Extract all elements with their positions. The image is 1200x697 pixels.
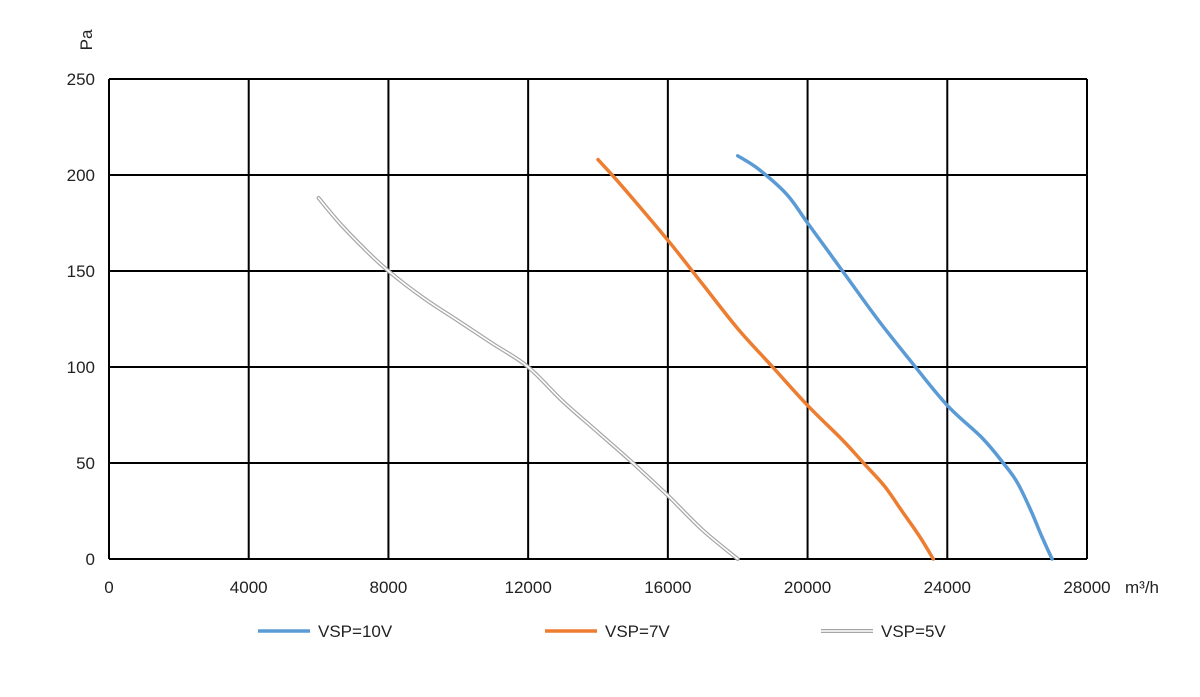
x-tick-label: 16000 <box>644 578 691 597</box>
legend: VSP=10V VSP=7V VSP=5V <box>258 622 946 641</box>
x-tick-label: 12000 <box>505 578 552 597</box>
y-tick-label: 50 <box>76 454 95 473</box>
grid-lines <box>109 79 1087 559</box>
x-axis-label: m³/h <box>1125 578 1159 597</box>
x-tick-label: 24000 <box>924 578 971 597</box>
legend-label: VSP=5V <box>881 622 946 641</box>
x-tick-label: 8000 <box>370 578 408 597</box>
y-tick-label: 100 <box>67 358 95 377</box>
y-tick-label: 250 <box>67 70 95 89</box>
x-tick-label: 4000 <box>230 578 268 597</box>
x-tick-label: 20000 <box>784 578 831 597</box>
legend-item-vsp-7v: VSP=7V <box>545 622 670 641</box>
legend-label: VSP=7V <box>605 622 670 641</box>
y-tick-label: 150 <box>67 262 95 281</box>
series-lines <box>319 156 1053 559</box>
x-tick-label: 28000 <box>1063 578 1110 597</box>
series-line-vsp-7v <box>598 160 933 559</box>
legend-item-vsp-5v: VSP=5V <box>821 622 946 641</box>
tick-labels: 0 4000 8000 12000 16000 20000 24000 28000 0 50 100… <box>67 70 1111 597</box>
y-tick-label: 200 <box>67 166 95 185</box>
y-tick-label: 0 <box>86 550 95 569</box>
legend-item-vsp-10v: VSP=10V <box>258 622 393 641</box>
legend-label: VSP=10V <box>318 622 393 641</box>
x-tick-label: 0 <box>104 578 113 597</box>
y-axis-label: Pa <box>77 29 96 50</box>
